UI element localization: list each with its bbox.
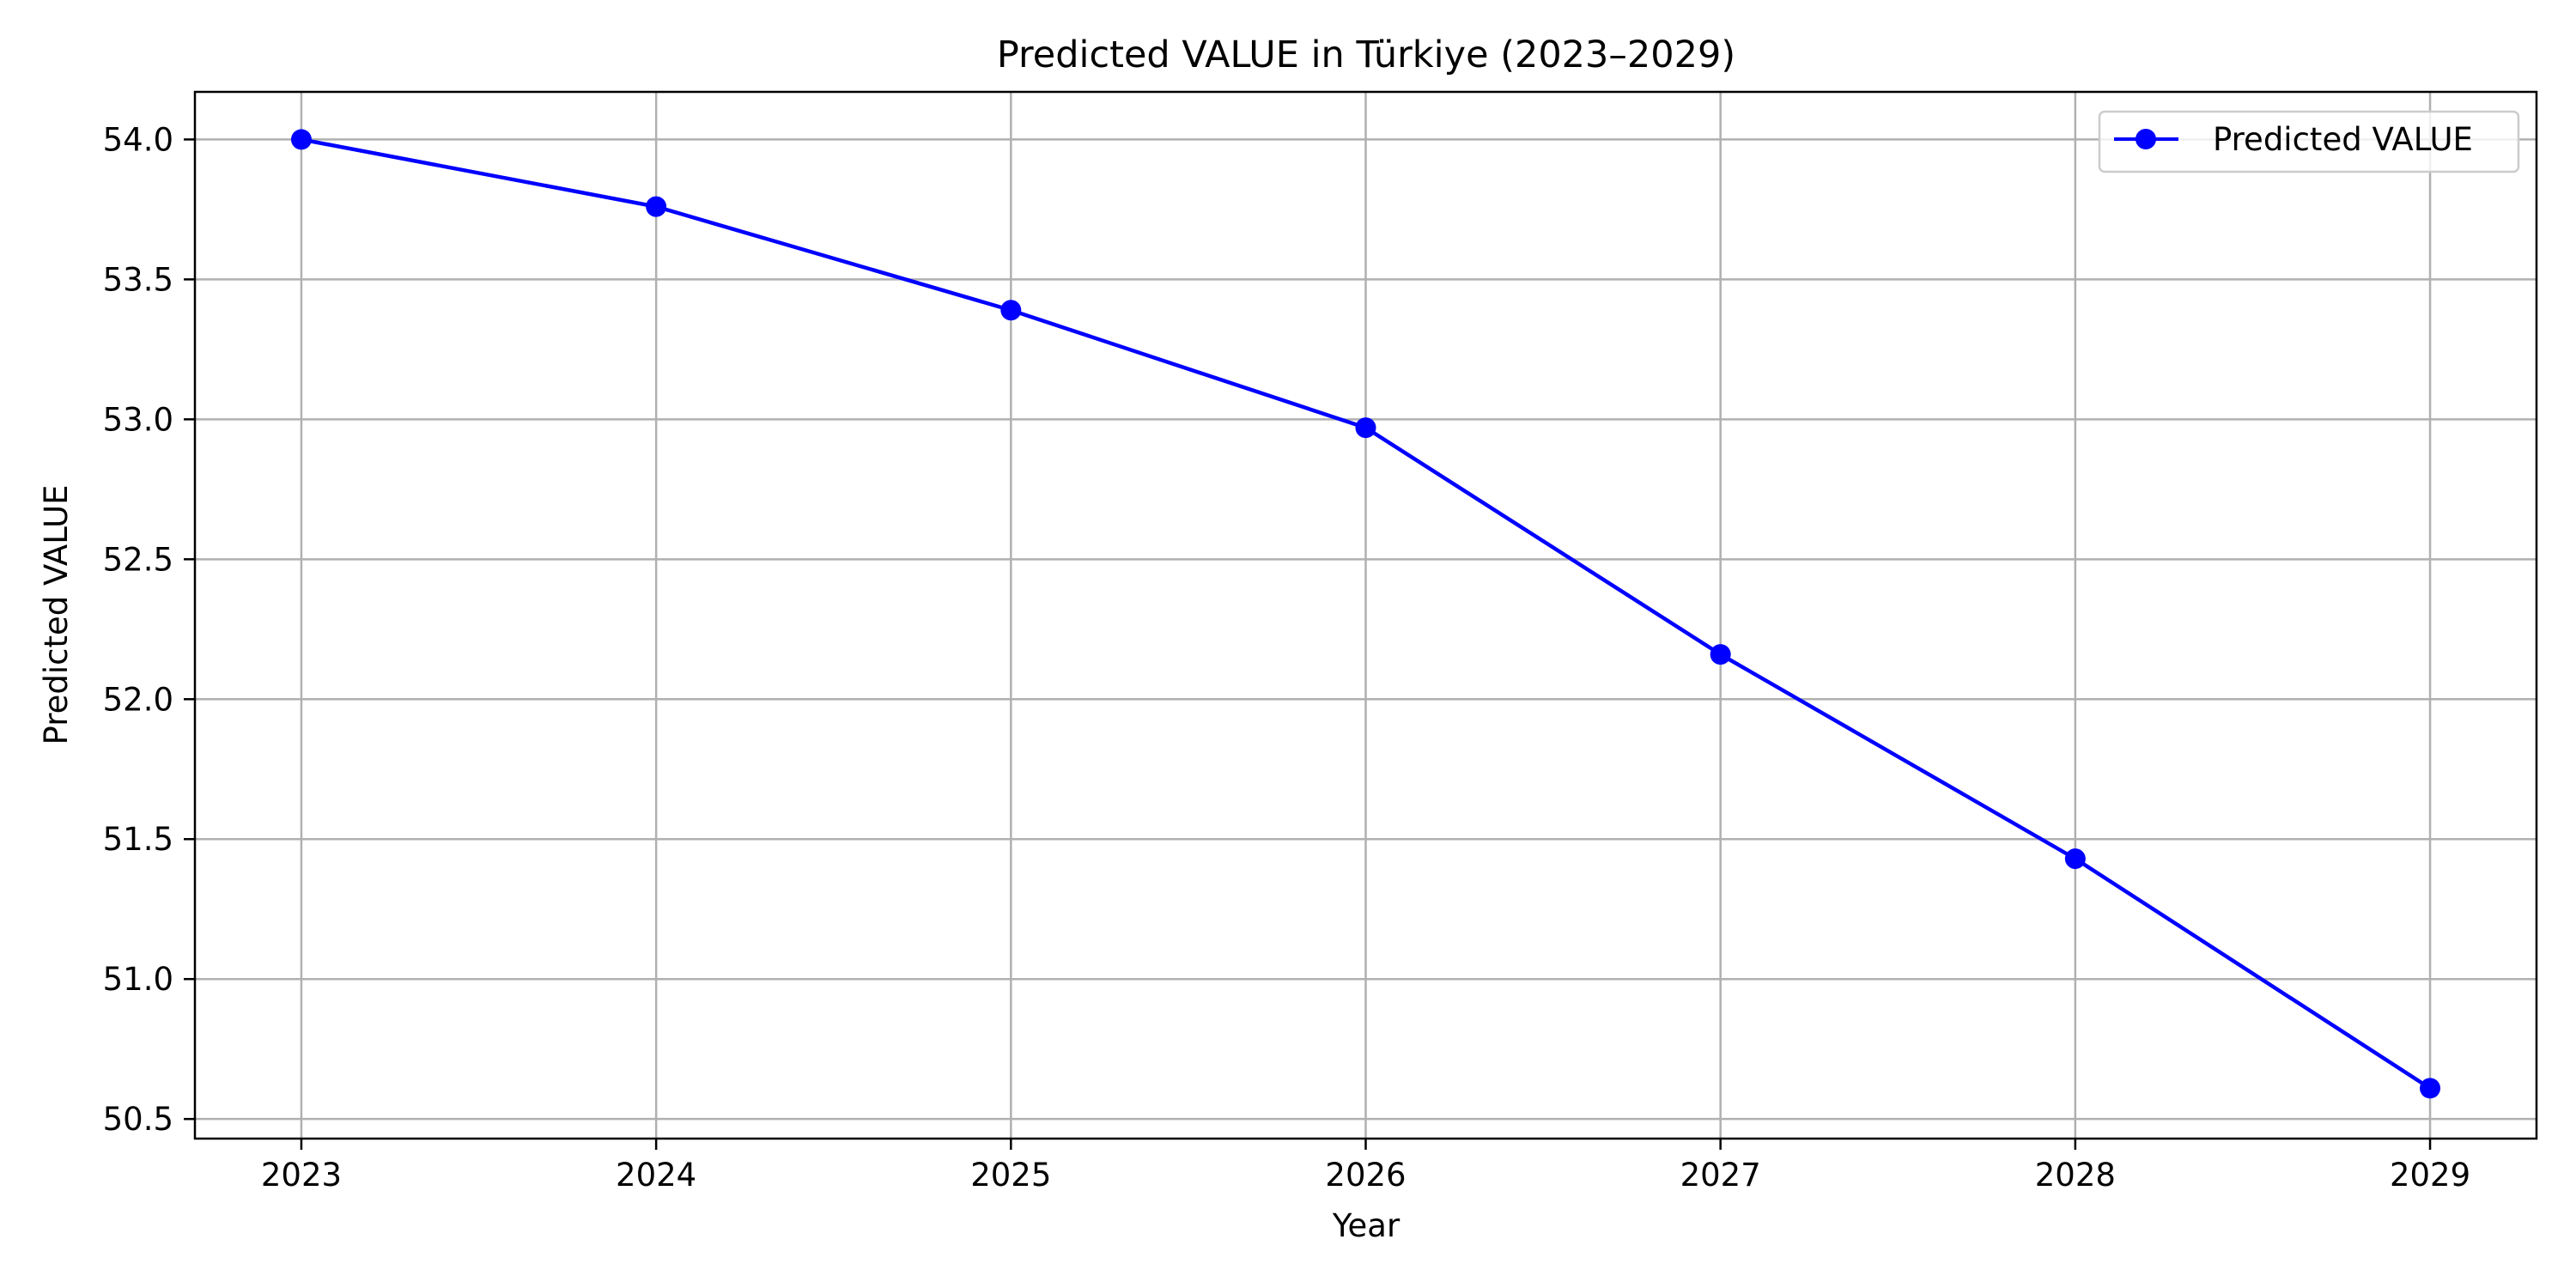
y-tick-label: 51.5: [103, 821, 173, 858]
x-tick-label: 2026: [1325, 1157, 1406, 1194]
x-tick-label: 2025: [970, 1157, 1051, 1194]
series-layer: [290, 129, 2441, 1099]
y-tick-label: 52.5: [103, 541, 173, 578]
data-point-2028: [2064, 848, 2086, 870]
legend-entry-label: Predicted VALUE: [2213, 121, 2473, 158]
x-axis-label: Year: [1332, 1207, 1400, 1244]
x-tick-label: 2027: [1680, 1157, 1761, 1194]
data-point-2027: [1710, 644, 1731, 665]
x-tick-label: 2029: [2390, 1157, 2470, 1194]
data-point-2029: [2420, 1078, 2441, 1099]
y-tick-label: 53.5: [103, 261, 173, 298]
data-point-2024: [646, 196, 667, 217]
data-point-2025: [1000, 300, 1022, 321]
x-axis-ticks: 2023 2024 2025 2026 2027 2028 2029: [261, 1139, 2470, 1194]
x-tick-label: 2023: [261, 1157, 342, 1194]
y-tick-label: 52.0: [103, 681, 173, 718]
y-axis-label: Predicted VALUE: [38, 485, 75, 745]
y-tick-label: 54.0: [103, 121, 173, 158]
y-axis-ticks: 50.5 51.0 51.5 52.0 52.5 53.0 53.5 54.0: [103, 121, 195, 1138]
legend: Predicted VALUE: [2098, 110, 2520, 173]
chart-title: Predicted VALUE in Türkiye (2023–2029): [997, 33, 1735, 76]
x-tick-label: 2024: [616, 1157, 696, 1194]
legend-marker-swatch: [2136, 129, 2156, 149]
data-point-2026: [1355, 417, 1376, 439]
y-tick-label: 50.5: [103, 1101, 173, 1138]
plot-frame: [193, 90, 2538, 1140]
data-point-2023: [290, 129, 312, 150]
x-tick-label: 2028: [2035, 1157, 2116, 1194]
legend-box: [2098, 110, 2520, 173]
y-tick-label: 53.0: [103, 401, 173, 438]
y-tick-label: 51.0: [103, 961, 173, 998]
